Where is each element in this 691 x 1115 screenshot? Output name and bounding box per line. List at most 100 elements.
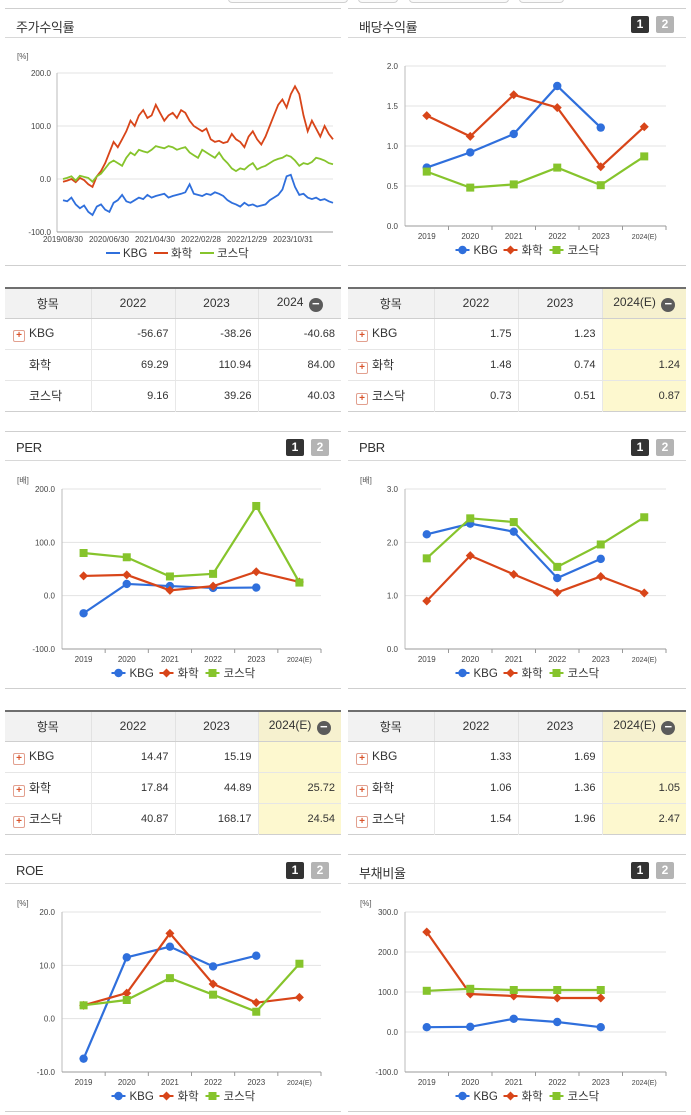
expand-icon[interactable]: +	[13, 752, 25, 765]
expand-icon[interactable]: +	[356, 752, 368, 765]
chart-mode-2-button[interactable]: 2	[311, 862, 329, 879]
x-tick-label: 2024(E)	[632, 234, 657, 241]
data-point-circle	[596, 123, 605, 132]
legend-item-0: KBG	[111, 1091, 154, 1103]
col-header-2024: 2024 −	[257, 288, 341, 319]
debt-ratio-panel: 부채비율 1 2 [%] 300.0 200.0 100.0 0.0 -100.0 2019…	[348, 854, 686, 1112]
panel-title: PBR	[359, 440, 385, 455]
panel-header: 부채비율 1 2	[348, 854, 686, 884]
row-label[interactable]: + 코스닥	[348, 380, 434, 411]
expand-icon[interactable]: +	[356, 392, 368, 405]
row-label[interactable]: + KBG	[348, 318, 434, 350]
expand-icon[interactable]: +	[13, 329, 25, 342]
data-point-circle	[509, 527, 518, 536]
top-tab-1[interactable]	[228, 0, 348, 3]
data-point-circle	[458, 245, 467, 255]
series-line-코스닥	[426, 516, 645, 569]
chart-mode-1-button[interactable]: 1	[631, 862, 649, 879]
data-point-square	[466, 984, 475, 993]
col-header-2023: 2023	[517, 288, 602, 319]
expand-icon[interactable]: +	[13, 815, 25, 828]
collapse-icon[interactable]: −	[661, 297, 676, 312]
cell: 1.96	[517, 803, 602, 834]
collapse-icon[interactable]: −	[316, 720, 331, 735]
col-header-2022: 2022	[90, 288, 175, 319]
data-point-diamond	[208, 979, 218, 989]
data-point-diamond	[596, 162, 606, 172]
top-tab-2[interactable]	[358, 0, 398, 3]
x-tick-label: 2021/04/30	[135, 235, 176, 244]
expand-icon[interactable]: +	[356, 815, 368, 828]
x-tick-label: 2022	[204, 1078, 222, 1087]
top-tab-4[interactable]	[519, 0, 564, 3]
row-label[interactable]: + KBG	[5, 741, 91, 773]
series-line-화학	[426, 93, 645, 169]
collapse-icon[interactable]: −	[308, 297, 323, 312]
cell	[601, 318, 686, 350]
series-line-코스닥	[83, 962, 301, 1014]
chart-mode-2-button[interactable]: 2	[656, 439, 674, 456]
expand-icon[interactable]: +	[356, 329, 368, 342]
x-tick-label: 2019	[418, 232, 436, 241]
data-point-diamond	[552, 103, 562, 113]
data-point-circle	[509, 129, 518, 139]
row-label[interactable]: + 화학	[348, 772, 434, 804]
expand-icon[interactable]: +	[13, 784, 25, 797]
row-label[interactable]: + 화학	[348, 349, 434, 381]
row-label[interactable]: + 화학	[5, 772, 91, 804]
legend-item-0: KBG	[106, 248, 147, 260]
data-point-circle	[553, 573, 562, 583]
cell: -38.26	[174, 318, 258, 350]
series-line-화학	[83, 931, 300, 1007]
chart-mode-1-button[interactable]: 1	[286, 439, 304, 456]
top-tab-3[interactable]	[409, 0, 509, 3]
series-line-코스닥	[83, 503, 301, 584]
legend-label: 코스닥	[224, 1090, 256, 1103]
panel-header: 주가수익률	[5, 8, 341, 38]
y-tick-label: 200.0	[35, 485, 56, 494]
table-row: + 코스닥 0.73 0.51 0.87	[348, 380, 686, 411]
pbr-table: 항목 2022 2023 2024(E) − + KBG 1.33 1.69 + 화학 1…	[348, 710, 686, 835]
legend-label: 화학	[522, 667, 544, 680]
chart-mode-2-button[interactable]: 2	[311, 439, 329, 456]
data-point-square	[295, 959, 304, 968]
x-tick-label: 2019	[418, 1078, 436, 1087]
row-label-text: KBG	[372, 748, 398, 763]
data-point-circle	[422, 1023, 431, 1032]
axis-unit: [%]	[17, 52, 29, 61]
chart-mode-1-button[interactable]: 1	[286, 862, 304, 879]
cell: 1.75	[433, 318, 518, 350]
chart-mode-1-button[interactable]: 1	[631, 16, 649, 33]
data-point-circle	[252, 583, 261, 592]
data-point-square	[640, 513, 649, 522]
data-point-circle	[509, 1014, 518, 1023]
row-label[interactable]: + KBG	[5, 318, 91, 350]
expand-icon[interactable]: +	[356, 784, 368, 797]
cell: 2.47	[601, 803, 686, 834]
row-label-text: KBG	[29, 748, 55, 763]
data-point-square	[165, 572, 174, 581]
series-line-KBG	[62, 173, 334, 217]
y-tick-label: 10.0	[39, 961, 55, 970]
chart-mode-2-button[interactable]: 2	[656, 16, 674, 33]
data-point-circle	[596, 1023, 605, 1032]
y-tick-label: 1.0	[387, 142, 399, 151]
data-point-diamond	[596, 993, 606, 1003]
per-table: 항목 2022 2023 2024(E) − + KBG 14.47 15.19 + 화…	[5, 710, 341, 835]
table-row: + KBG -56.67 -38.26 -40.68	[5, 318, 341, 350]
data-point-square	[596, 540, 605, 549]
collapse-icon[interactable]: −	[661, 720, 676, 735]
x-tick-label: 2020	[118, 1078, 136, 1087]
row-label[interactable]: + 코스닥	[5, 803, 91, 834]
data-point-diamond	[122, 988, 132, 998]
chart-mode-2-button[interactable]: 2	[656, 862, 674, 879]
x-tick-label: 2021	[505, 1078, 523, 1087]
row-label[interactable]: + 코스닥	[348, 803, 434, 834]
data-point-diamond	[162, 1091, 171, 1101]
expand-icon[interactable]: +	[356, 361, 368, 374]
legend-label: 화학	[522, 244, 544, 257]
data-point-circle	[466, 148, 475, 157]
col-header-label: 2024	[276, 294, 304, 309]
chart-mode-1-button[interactable]: 1	[631, 439, 649, 456]
row-label[interactable]: + KBG	[348, 741, 434, 773]
